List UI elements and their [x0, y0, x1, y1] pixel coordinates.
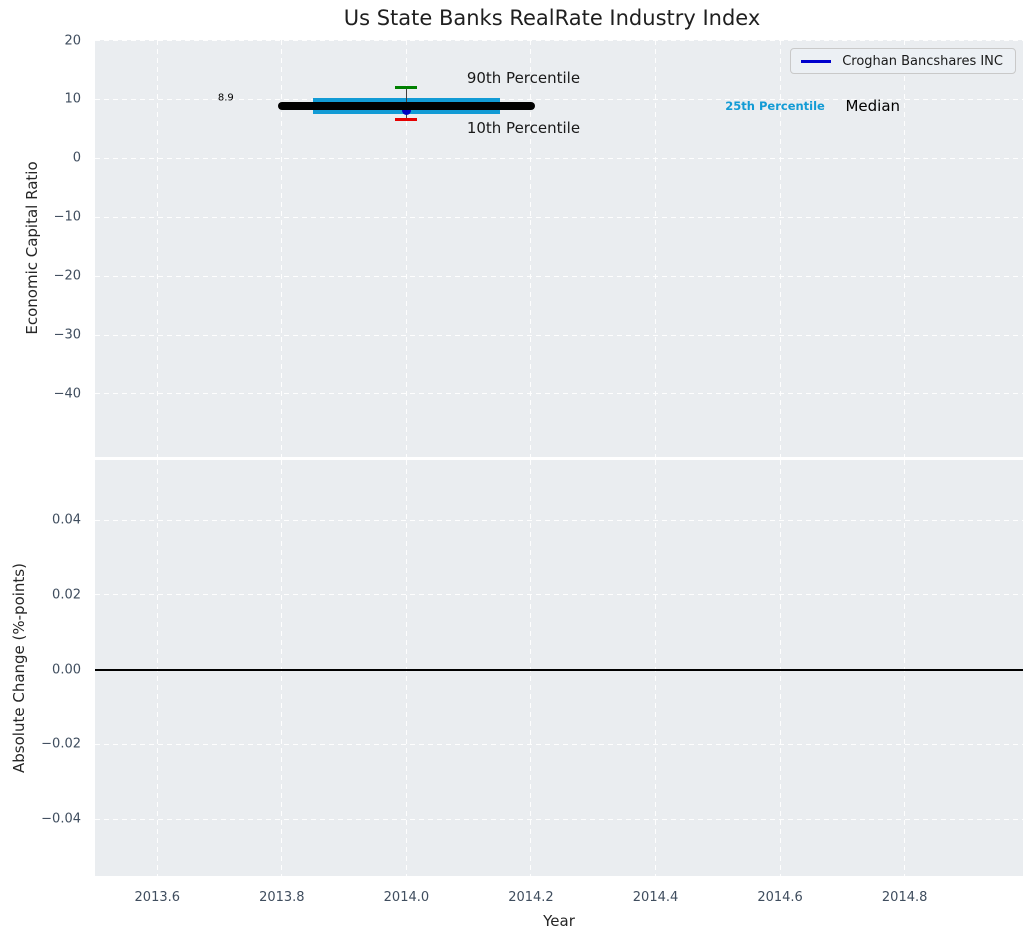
v-gridline — [779, 460, 781, 876]
h-gridline — [95, 594, 1023, 596]
v-gridline — [904, 40, 906, 457]
bottom-axes — [95, 460, 1023, 876]
v-gridline — [156, 40, 158, 457]
x-tick-label: 2014.6 — [757, 890, 803, 905]
v-gridline — [655, 460, 657, 876]
y-tick-label: 20 — [64, 33, 81, 49]
errorbar-cap-90th — [395, 85, 418, 89]
h-gridline — [95, 743, 1023, 745]
chart-title: Us State Banks RealRate Industry Index — [343, 6, 761, 30]
y-tick-label: −10 — [53, 209, 81, 225]
zero-line — [95, 668, 1023, 671]
v-gridline — [281, 40, 283, 457]
legend-line-swatch — [801, 59, 832, 63]
top-axes: Croghan Bancshares INC 8.9 90th Percentil… — [95, 40, 1023, 457]
y-tick-label: −0.02 — [41, 736, 81, 752]
h-gridline — [95, 519, 1023, 521]
annotation-median: Median — [845, 96, 901, 115]
h-gridline — [95, 334, 1023, 336]
h-gridline — [95, 40, 1023, 42]
y-tick-label: 10 — [64, 91, 81, 107]
y-tick-label: 0.00 — [52, 662, 81, 678]
h-gridline — [95, 818, 1023, 820]
v-gridline — [405, 40, 407, 457]
h-gridline — [95, 98, 1023, 100]
h-gridline — [95, 393, 1023, 395]
y-tick-label: 0.02 — [52, 587, 81, 603]
x-tick-label: 2014.8 — [881, 890, 928, 905]
x-tick-label: 2014.0 — [383, 890, 430, 905]
y-tick-label: 0.04 — [52, 512, 81, 528]
annotation-90th-percentile: 90th Percentile — [466, 69, 581, 88]
annotation-25th-percentile: 25th Percentile — [725, 98, 825, 113]
x-tick-label: 2013.8 — [259, 890, 305, 905]
annotation-10th-percentile: 10th Percentile — [466, 119, 581, 138]
y-tick-label: −40 — [53, 386, 81, 402]
v-gridline — [904, 460, 906, 876]
x-tick-label: 2013.6 — [134, 890, 181, 905]
y-tick-label: −20 — [53, 268, 81, 284]
legend-label: Croghan Bancshares INC — [842, 53, 1003, 69]
y-axis-label-top: Economic Capital Ratio — [23, 161, 41, 335]
v-gridline — [156, 460, 158, 876]
annotation-8-9: 8.9 — [217, 92, 234, 104]
legend: Croghan Bancshares INC — [790, 48, 1016, 74]
errorbar-cap-10th — [395, 118, 418, 121]
y-tick-label: −30 — [53, 327, 81, 343]
v-gridline — [530, 40, 532, 457]
h-gridline — [95, 157, 1023, 159]
v-gridline — [405, 460, 407, 876]
h-gridline — [95, 275, 1023, 277]
v-gridline — [530, 460, 532, 876]
y-axis-label-bottom: Absolute Change (%-points) — [10, 563, 28, 773]
y-tick-label: 0 — [72, 150, 81, 166]
h-gridline — [95, 216, 1023, 218]
x-tick-label: 2014.4 — [632, 890, 679, 905]
x-axis-label: Year — [543, 912, 575, 930]
x-tick-label: 2014.2 — [508, 890, 554, 905]
v-gridline — [655, 40, 657, 457]
median-line — [277, 101, 535, 110]
v-gridline — [779, 40, 781, 457]
company-marker — [401, 106, 411, 116]
v-gridline — [281, 460, 283, 876]
y-tick-label: −0.04 — [41, 811, 81, 827]
